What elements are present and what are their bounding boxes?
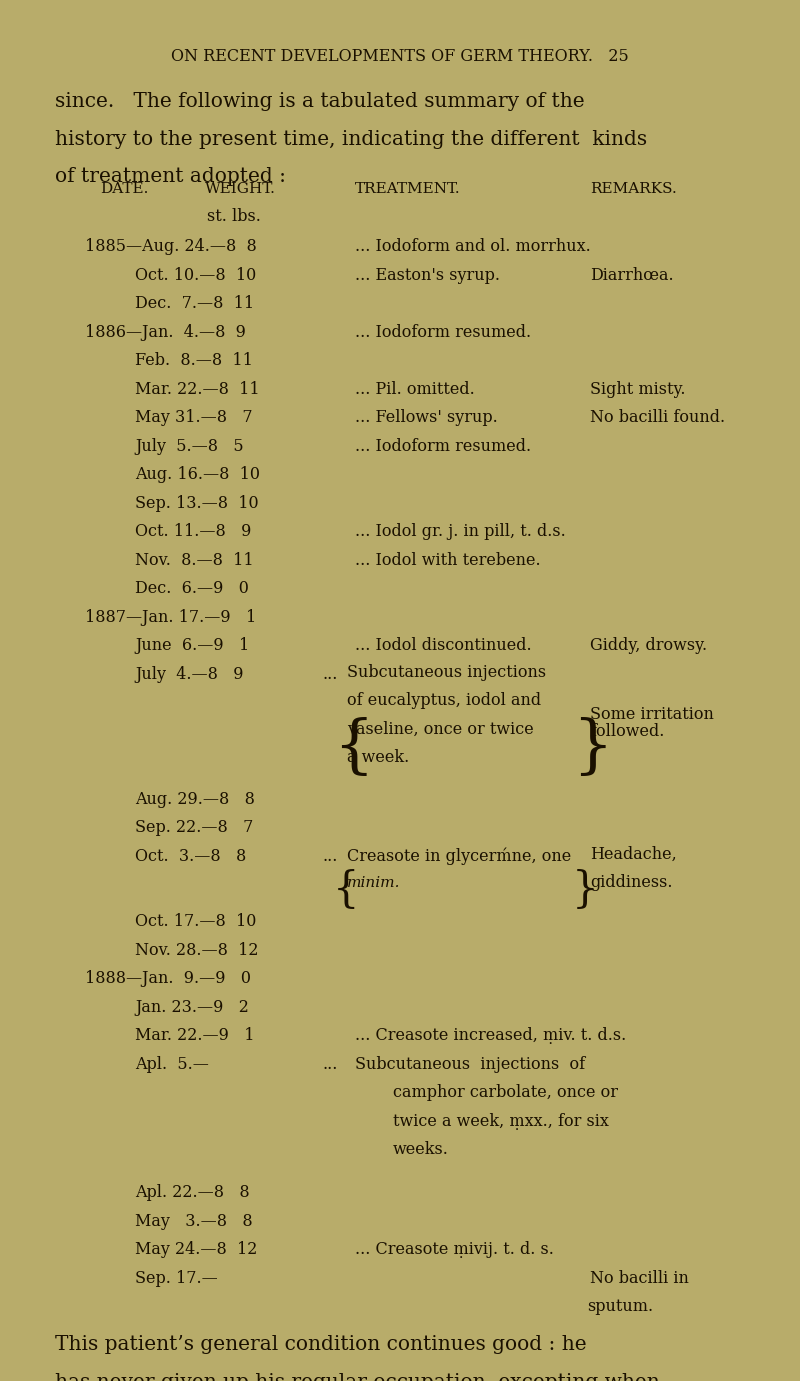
Text: ... Iodol with terebene.: ... Iodol with terebene.: [355, 551, 541, 569]
Text: Jan. 23.—9   2: Jan. 23.—9 2: [135, 998, 249, 1016]
Text: has never given up his regular occupation, excepting when: has never given up his regular occupatio…: [55, 1373, 660, 1381]
Text: st. lbs.: st. lbs.: [207, 209, 261, 225]
Text: Aug. 29.—8   8: Aug. 29.—8 8: [135, 791, 255, 808]
Text: No bacilli found.: No bacilli found.: [590, 409, 725, 425]
Text: 1885—Aug. 24.—8  8: 1885—Aug. 24.—8 8: [85, 238, 257, 255]
Text: WEIGHT.: WEIGHT.: [205, 182, 276, 196]
Text: ...: ...: [323, 666, 338, 682]
Text: June  6.—9   1: June 6.—9 1: [135, 637, 250, 655]
Text: followed.: followed.: [590, 724, 664, 740]
Text: Subcutaneous injections: Subcutaneous injections: [347, 663, 546, 681]
Text: Aug. 16.—8  10: Aug. 16.—8 10: [135, 465, 260, 483]
Text: ... Iodoform resumed.: ... Iodoform resumed.: [355, 438, 531, 454]
Text: vaseline, once or twice: vaseline, once or twice: [347, 721, 534, 737]
Text: weeks.: weeks.: [393, 1142, 449, 1159]
Text: Oct. 11.—8   9: Oct. 11.—8 9: [135, 523, 251, 540]
Text: {: {: [333, 718, 374, 779]
Text: Apl.  5.—: Apl. 5.—: [135, 1056, 209, 1073]
Text: TREATMENT.: TREATMENT.: [355, 182, 461, 196]
Text: of eucalyptus, iodol and: of eucalyptus, iodol and: [347, 692, 541, 708]
Text: ...: ...: [323, 848, 338, 865]
Text: ON RECENT DEVELOPMENTS OF GERM THEORY.   25: ON RECENT DEVELOPMENTS OF GERM THEORY. 2…: [171, 48, 629, 65]
Text: No bacilli in: No bacilli in: [590, 1269, 689, 1287]
Text: since.   The following is a tabulated summary of the: since. The following is a tabulated summ…: [55, 93, 585, 110]
Text: history to the present time, indicating the different  kinds: history to the present time, indicating …: [55, 130, 647, 149]
Text: Sep. 22.—8   7: Sep. 22.—8 7: [135, 819, 254, 837]
Text: {: {: [333, 870, 359, 911]
Text: Nov.  8.—8  11: Nov. 8.—8 11: [135, 551, 254, 569]
Text: May   3.—8   8: May 3.—8 8: [135, 1213, 253, 1229]
Text: of treatment adopted :: of treatment adopted :: [55, 167, 286, 186]
Text: ... Iodoform and ol. morrhux.: ... Iodoform and ol. morrhux.: [355, 238, 590, 255]
Text: }: }: [572, 870, 598, 911]
Text: ... Easton's syrup.: ... Easton's syrup.: [355, 267, 500, 283]
Text: DATE.: DATE.: [100, 182, 148, 196]
Text: Sight misty.: Sight misty.: [590, 381, 686, 398]
Text: Sep. 17.—: Sep. 17.—: [135, 1269, 218, 1287]
Text: ... Iodol discontinued.: ... Iodol discontinued.: [355, 637, 532, 655]
Text: Nov. 28.—8  12: Nov. 28.—8 12: [135, 942, 258, 958]
Text: ... Iodoform resumed.: ... Iodoform resumed.: [355, 323, 531, 341]
Text: Dec.  7.—8  11: Dec. 7.—8 11: [135, 296, 254, 312]
Text: Mar. 22.—8  11: Mar. 22.—8 11: [135, 381, 260, 398]
Text: ... Creasote increased, ṃiv. t. d.s.: ... Creasote increased, ṃiv. t. d.s.: [355, 1027, 626, 1044]
Text: May 24.—8  12: May 24.—8 12: [135, 1242, 258, 1258]
Text: Feb.  8.—8  11: Feb. 8.—8 11: [135, 352, 253, 369]
Text: Giddy, drowsy.: Giddy, drowsy.: [590, 637, 707, 655]
Text: 1886—Jan.  4.—8  9: 1886—Jan. 4.—8 9: [85, 323, 246, 341]
Text: Oct. 10.—8  10: Oct. 10.—8 10: [135, 267, 256, 283]
Text: ... Pil. omitted.: ... Pil. omitted.: [355, 381, 474, 398]
Text: Headache,: Headache,: [590, 847, 677, 863]
Text: Oct. 17.—8  10: Oct. 17.—8 10: [135, 913, 256, 931]
Text: Dec.  6.—9   0: Dec. 6.—9 0: [135, 580, 249, 597]
Text: July  4.—8   9: July 4.—8 9: [135, 666, 243, 682]
Text: ...: ...: [323, 1056, 338, 1073]
Text: REMARKS.: REMARKS.: [590, 182, 677, 196]
Text: ... Creasote ṃivij. t. d. s.: ... Creasote ṃivij. t. d. s.: [355, 1242, 554, 1258]
Text: ... Iodol gr. j. in pill, t. d.s.: ... Iodol gr. j. in pill, t. d.s.: [355, 523, 566, 540]
Text: Creasote in glycerḿne, one: Creasote in glycerḿne, one: [347, 848, 571, 866]
Text: Sep. 13.—8  10: Sep. 13.—8 10: [135, 494, 258, 511]
Text: July  5.—8   5: July 5.—8 5: [135, 438, 244, 454]
Text: camphor carbolate, once or: camphor carbolate, once or: [393, 1084, 618, 1102]
Text: sputum.: sputum.: [587, 1298, 653, 1315]
Text: a week.: a week.: [347, 749, 410, 766]
Text: Oct.  3.—8   8: Oct. 3.—8 8: [135, 848, 246, 865]
Text: Diarrhœa.: Diarrhœa.: [590, 267, 674, 283]
Text: ... Fellows' syrup.: ... Fellows' syrup.: [355, 409, 498, 425]
Text: Mar. 22.—9   1: Mar. 22.—9 1: [135, 1027, 254, 1044]
Text: May 31.—8   7: May 31.—8 7: [135, 409, 253, 425]
Text: Apl. 22.—8   8: Apl. 22.—8 8: [135, 1184, 250, 1201]
Text: 1887—Jan. 17.—9   1: 1887—Jan. 17.—9 1: [85, 609, 256, 626]
Text: minim.: minim.: [347, 877, 401, 891]
Text: twice a week, ṃxx., for six: twice a week, ṃxx., for six: [393, 1113, 609, 1130]
Text: Some irritation: Some irritation: [590, 706, 714, 724]
Text: Subcutaneous  injections  of: Subcutaneous injections of: [355, 1056, 585, 1073]
Text: }: }: [572, 718, 613, 779]
Text: This patient’s general condition continues good : he: This patient’s general condition continu…: [55, 1335, 586, 1355]
Text: 1888—Jan.  9.—9   0: 1888—Jan. 9.—9 0: [85, 971, 251, 987]
Text: giddiness.: giddiness.: [590, 874, 673, 891]
